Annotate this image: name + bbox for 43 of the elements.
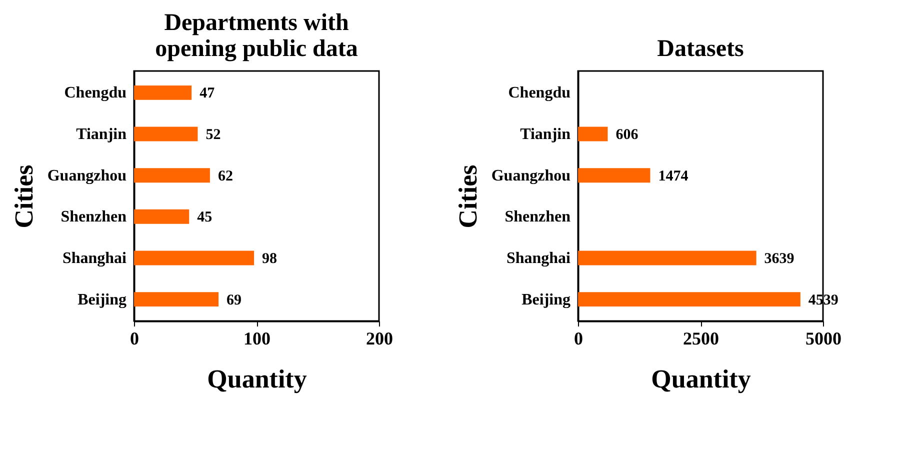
y-axis-title: Cities [9, 164, 38, 228]
data-label: 62 [218, 168, 233, 184]
y-axis-title: Cities [453, 164, 482, 228]
data-label: 45 [197, 210, 212, 226]
bar [134, 85, 192, 100]
bar [578, 292, 800, 307]
y-tick-label: Chengdu [508, 84, 571, 102]
data-label: 3639 [764, 250, 794, 267]
data-label: 98 [262, 250, 278, 267]
bar [134, 250, 254, 266]
y-tick-label: Guangzhou [491, 167, 571, 184]
bar [578, 168, 650, 183]
data-label: 52 [206, 127, 221, 144]
data-label: 1474 [658, 168, 689, 184]
y-tick-label: Shenzhen [60, 208, 127, 226]
x-tick-label: 0 [574, 328, 583, 348]
y-tick-label: Guangzhou [47, 167, 127, 184]
bar [578, 126, 608, 142]
x-tick-label: 2500 [683, 328, 719, 348]
y-tick-label: Shenzhen [504, 208, 571, 226]
chart-title: Departments with opening public data [155, 10, 358, 62]
y-tick-label: Shanghai [62, 250, 128, 267]
data-label: 47 [200, 86, 216, 102]
y-tick-label: Tianjin [520, 126, 571, 144]
y-tick-label: Beijing [78, 291, 126, 308]
x-axis-title: Quantity [207, 364, 307, 394]
y-tick-label: Beijing [522, 291, 570, 308]
x-tick-label: 0 [130, 328, 139, 348]
x-tick-label: 5000 [806, 328, 842, 348]
bar [578, 250, 756, 266]
bar [134, 126, 198, 142]
y-tick-label: Tianjin [76, 126, 127, 144]
y-tick-label: Shanghai [506, 250, 572, 267]
x-tick-label: 200 [366, 328, 393, 348]
bar [134, 168, 210, 183]
chart-title: Datasets [657, 36, 744, 62]
bar [134, 292, 219, 307]
x-axis-title: Quantity [651, 364, 751, 394]
bar [134, 209, 190, 224]
x-tick-label: 100 [244, 328, 270, 348]
y-tick-label: Chengdu [64, 84, 127, 102]
data-label: 69 [226, 292, 242, 308]
data-label: 606 [616, 127, 639, 144]
